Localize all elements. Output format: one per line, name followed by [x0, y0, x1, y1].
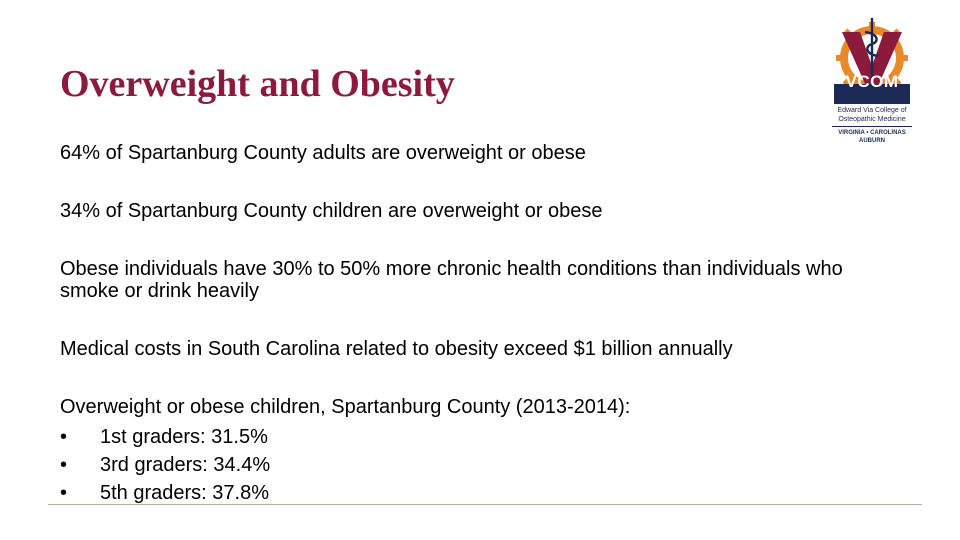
logo-acronym: VCOM	[845, 72, 899, 91]
paragraph-chronic-conditions: Obese individuals have 30% to 50% more c…	[60, 258, 843, 302]
paragraph-adults: 64% of Spartanburg County adults are ove…	[60, 142, 586, 164]
vcom-logo	[834, 18, 910, 104]
bullet-text: 3rd graders: 34.4%	[100, 454, 271, 476]
v-emblem	[842, 32, 902, 86]
bullet-item-3rd-graders: • 3rd graders: 34.4%	[60, 454, 270, 476]
logo-line-2: Osteopathic Medicine	[838, 116, 906, 123]
bullet-marker: •	[60, 426, 68, 448]
paragraph-children-heading: Overweight or obese children, Spartanbur…	[60, 396, 631, 418]
footer-divider	[48, 504, 922, 505]
bullet-text: 1st graders: 31.5%	[100, 426, 268, 448]
logo-divider	[832, 126, 912, 127]
bullet-item-1st-graders: • 1st graders: 31.5%	[60, 426, 268, 448]
logo-line-3: VIRGINIA • CAROLINAS	[838, 130, 906, 136]
slide-title: Overweight and Obesity	[60, 63, 455, 105]
bullet-marker: •	[60, 454, 68, 476]
caduceus-icon	[864, 18, 879, 80]
paragraph-medical-costs: Medical costs in South Carolina related …	[60, 338, 733, 360]
logo-line-4: AUBURN	[859, 138, 885, 144]
bullet-item-5th-graders: • 5th graders: 37.8%	[60, 482, 269, 504]
logo-line-1: Edward Via College of	[837, 107, 907, 114]
paragraph-children: 34% of Spartanburg County children are o…	[60, 200, 603, 222]
bullet-marker: •	[60, 482, 68, 504]
bullet-text: 5th graders: 37.8%	[100, 482, 269, 504]
